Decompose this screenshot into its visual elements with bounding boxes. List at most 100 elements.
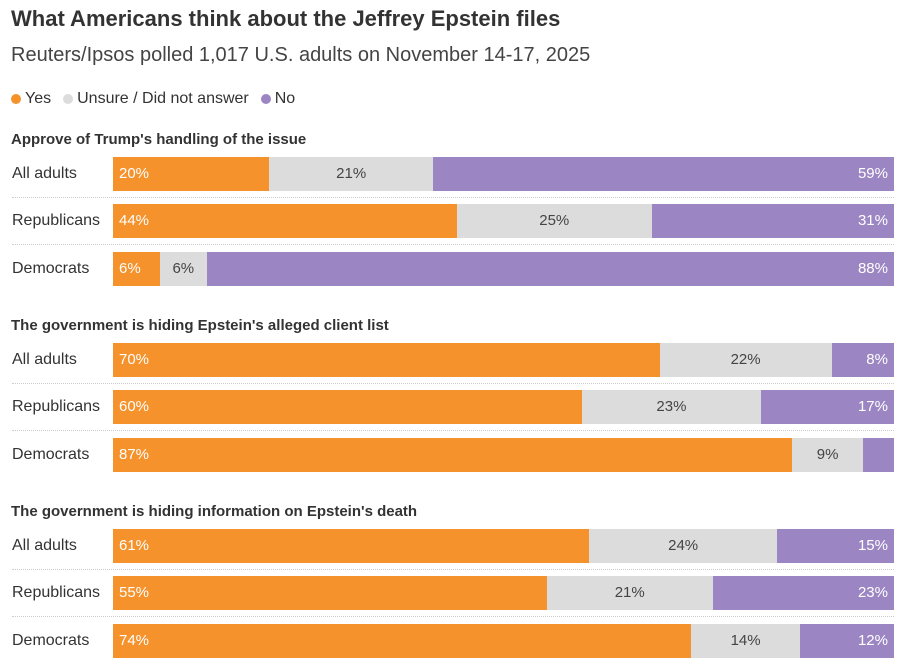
bar-segment-yes: 74% [113,624,691,658]
bar-segment-no: 8% [831,343,894,377]
bar-segment-unsure: 25% [456,204,652,238]
data-label-unsure: 14% [730,632,761,649]
data-label-no: 59% [857,165,888,182]
stacked-bar: 20% 21% 59% [113,157,894,191]
legend-item-unsure: Unsure / Did not answer [63,90,249,108]
row-divider [12,569,894,570]
data-label-yes: 70% [119,351,150,368]
bar-row: All adults 61% 24% 15% [0,529,918,563]
data-label-no: 15% [857,537,888,554]
stacked-bar: 6% 6% 88% [113,252,894,286]
legend-label: Unsure / Did not answer [77,90,249,107]
bar-row: All adults 70% 22% 8% [0,343,918,377]
row-label: Republicans [12,212,101,229]
row-divider [12,197,894,198]
stacked-bar: 74% 14% 12% [113,624,894,658]
legend: Yes Unsure / Did not answer No [11,90,307,108]
data-label-no: 31% [857,212,888,229]
row-label: Democrats [12,632,90,649]
bar-segment-no: 15% [776,529,894,563]
row-label: Republicans [12,398,101,415]
data-label-unsure: 23% [656,398,687,415]
bar-segment-yes: 6% [113,252,160,286]
row-divider [12,383,894,384]
stacked-bar: 60% 23% 17% [113,390,894,424]
row-label: All adults [12,537,77,554]
data-label-yes: 87% [119,446,150,463]
data-label-unsure: 25% [539,212,570,229]
bar-row: Republicans 60% 23% 17% [0,390,918,424]
legend-label: No [274,90,296,107]
panel-title: The government is hiding Epstein's alleg… [11,317,389,334]
row-divider [12,616,894,617]
data-label-yes: 55% [119,584,150,601]
bar-segment-no: 31% [651,204,894,238]
bar-row: Democrats 87% 9% [0,438,918,472]
stacked-bar: 61% 24% 15% [113,529,894,563]
row-divider [12,244,894,245]
bar-segment-no: 88% [206,252,894,286]
row-label: Republicans [12,584,101,601]
bar-segment-yes: 55% [113,576,547,610]
legend-swatch-no [260,94,271,104]
bar-segment-unsure: 22% [659,343,832,377]
data-label-no: 23% [857,584,888,601]
data-label-yes: 60% [119,398,150,415]
panel-title: The government is hiding information on … [11,503,418,520]
bar-segment-yes: 87% [113,438,793,472]
bar-segment-yes: 70% [113,343,660,377]
bar-segment-unsure: 24% [589,529,777,563]
data-label-yes: 74% [119,632,150,649]
bar-segment-unsure: 9% [792,438,863,472]
stacked-bar: 55% 21% 23% [113,576,894,610]
bar-segment-unsure: 23% [581,390,762,424]
chart-subtitle: Reuters/Ipsos polled 1,017 U.S. adults o… [11,44,591,66]
stacked-bar: 87% 9% [113,438,894,472]
data-label-yes: 20% [119,165,150,182]
bar-segment-unsure: 21% [269,157,434,191]
bar-row: Democrats 6% 6% 88% [0,252,918,286]
row-label: Democrats [12,446,90,463]
legend-swatch-yes [11,94,21,104]
legend-label: Yes [25,90,52,107]
panel-title: Approve of Trump's handling of the issue [11,131,307,148]
bar-segment-no: 12% [800,624,894,658]
data-label-unsure: 21% [336,165,367,182]
bar-segment-no: 23% [712,576,894,610]
data-label-no: 12% [857,632,888,649]
bar-segment-unsure: 14% [690,624,801,658]
bar-segment-yes: 44% [113,204,457,238]
row-label: Democrats [12,260,90,277]
data-label-yes: 44% [119,212,150,229]
data-label-no: 17% [857,398,888,415]
bar-row: All adults 20% 21% 59% [0,157,918,191]
bar-row: Democrats 74% 14% 12% [0,624,918,658]
data-label-no: 8% [866,351,888,368]
row-label: All adults [12,165,77,182]
legend-swatch-unsure [63,94,74,104]
bar-segment-yes: 20% [113,157,270,191]
bar-row: Republicans 44% 25% 31% [0,204,918,238]
bar-segment-yes: 60% [113,390,582,424]
bar-segment-no: 17% [761,390,894,424]
data-label-unsure: 22% [730,351,761,368]
legend-item-no: No [260,90,296,108]
data-label-unsure: 21% [614,584,645,601]
bar-row: Republicans 55% 21% 23% [0,576,918,610]
chart-title: What Americans think about the Jeffrey E… [11,6,561,31]
row-label: All adults [12,351,77,368]
data-label-yes: 6% [119,260,141,277]
bar-segment-unsure: 6% [159,252,207,286]
bar-segment-no [862,438,894,472]
legend-item-yes: Yes [11,90,51,108]
data-label-no: 88% [857,260,888,277]
bar-segment-yes: 61% [113,529,590,563]
bar-segment-no: 59% [433,157,894,191]
data-label-yes: 61% [119,537,150,554]
bar-segment-unsure: 21% [546,576,713,610]
data-label-unsure: 6% [172,260,195,277]
stacked-bar: 70% 22% 8% [113,343,894,377]
stacked-bar: 44% 25% 31% [113,204,894,238]
data-label-unsure: 24% [668,537,699,554]
row-divider [12,430,894,431]
